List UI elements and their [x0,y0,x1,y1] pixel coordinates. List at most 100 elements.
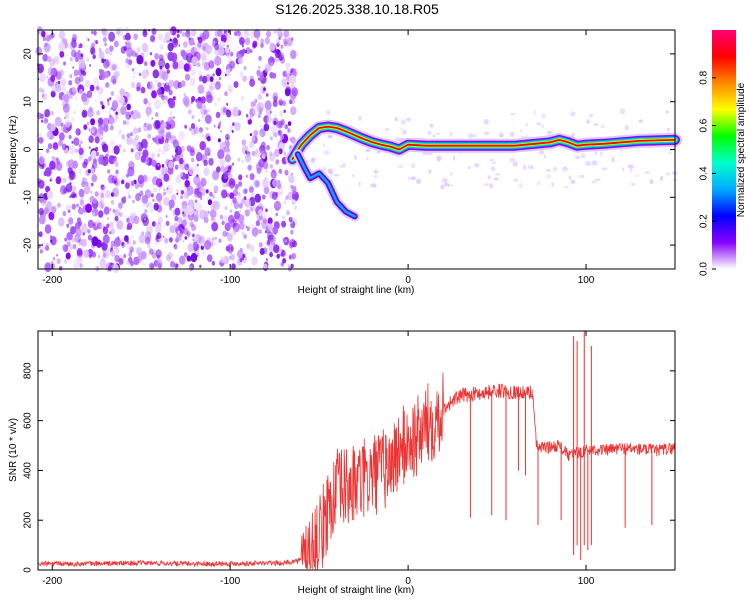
noise-blob [218,122,222,127]
noise-blob [163,191,167,196]
noise-blob [203,109,208,116]
noise-blob [223,255,230,265]
noise-blob [213,200,218,207]
noise-blob [38,156,45,165]
noise-blob [139,190,144,197]
noise-blob [520,129,523,133]
noise-blob [269,110,272,114]
noise-blob [122,120,127,125]
noise-blob [237,192,241,197]
noise-blob [189,78,196,86]
noise-blob [220,256,226,264]
noise-blob [188,37,191,41]
noise-blob [212,73,215,77]
noise-blob [211,217,214,221]
noise-blob [233,81,239,88]
noise-blob [222,107,227,113]
noise-blob [81,181,86,188]
noise-blob [92,158,97,164]
noise-blob [226,137,229,140]
noise-blob [69,245,73,250]
noise-blob [97,254,101,259]
noise-blob [533,109,537,116]
noise-blob [225,181,230,188]
noise-blob [201,114,205,119]
noise-blob [189,265,194,272]
noise-blob [213,185,219,193]
noise-blob [98,51,105,60]
noise-blob [78,144,82,148]
noise-blob [70,96,74,100]
noise-blob [102,253,107,258]
noise-blob [163,168,166,171]
noise-blob [193,126,199,135]
noise-blob [155,259,163,269]
noise-blob [276,185,284,195]
noise-blob [400,119,406,125]
noise-blob [128,114,131,118]
noise-blob [249,173,255,181]
noise-blob [280,249,286,257]
noise-blob [444,182,450,187]
noise-blob [50,123,56,132]
noise-blob [176,225,178,228]
noise-blob [90,150,97,159]
noise-blob [88,135,94,143]
noise-blob [78,58,86,69]
noise-blob [208,157,214,166]
noise-blob [191,128,197,136]
noise-blob [398,164,404,169]
noise-blob [255,150,258,155]
noise-blob [215,236,217,240]
noise-blob [75,148,78,153]
noise-blob [172,157,176,162]
noise-blob [284,201,286,204]
noise-blob [130,81,136,89]
noise-blob [351,174,356,177]
noise-blob [611,156,615,163]
noise-blob [50,90,56,98]
noise-blob [203,104,206,108]
noise-blob [530,165,534,170]
noise-blob [58,30,66,40]
noise-blob [44,207,49,215]
noise-blob [216,84,220,89]
noise-blob [161,164,165,168]
noise-blob [230,253,236,261]
noise-blob [44,109,51,118]
noise-blob [180,80,186,88]
noise-blob [231,263,236,270]
noise-blob [83,107,86,111]
noise-blob [179,255,186,265]
noise-blob [71,185,77,193]
noise-blob [63,94,70,103]
noise-blob [46,131,51,138]
noise-blob [233,223,236,226]
noise-blob [291,187,297,195]
noise-blob [173,80,180,90]
noise-blob [107,115,115,125]
noise-blob [109,208,112,211]
noise-blob [333,174,340,177]
colorbar: 0.0 0.2 0.4 0.6 0.8 Normalized spectral ampl… [699,30,747,276]
noise-blob [254,193,261,203]
noise-blob [200,106,207,115]
noise-blob [212,40,216,46]
noise-blob [100,186,106,193]
noise-blob [269,41,273,47]
noise-blob [153,99,161,110]
noise-blob [132,75,135,79]
noise-blob [100,203,104,209]
noise-blob [191,115,195,119]
noise-blob [107,217,109,220]
noise-blob [181,32,186,37]
noise-blob [184,236,188,240]
noise-blob [104,82,109,89]
noise-blob [265,169,268,173]
noise-blob [127,166,135,177]
noise-blob [269,42,276,52]
y-tick-label: 0 [23,567,34,573]
noise-blob [61,143,67,151]
noise-blob [147,244,151,249]
